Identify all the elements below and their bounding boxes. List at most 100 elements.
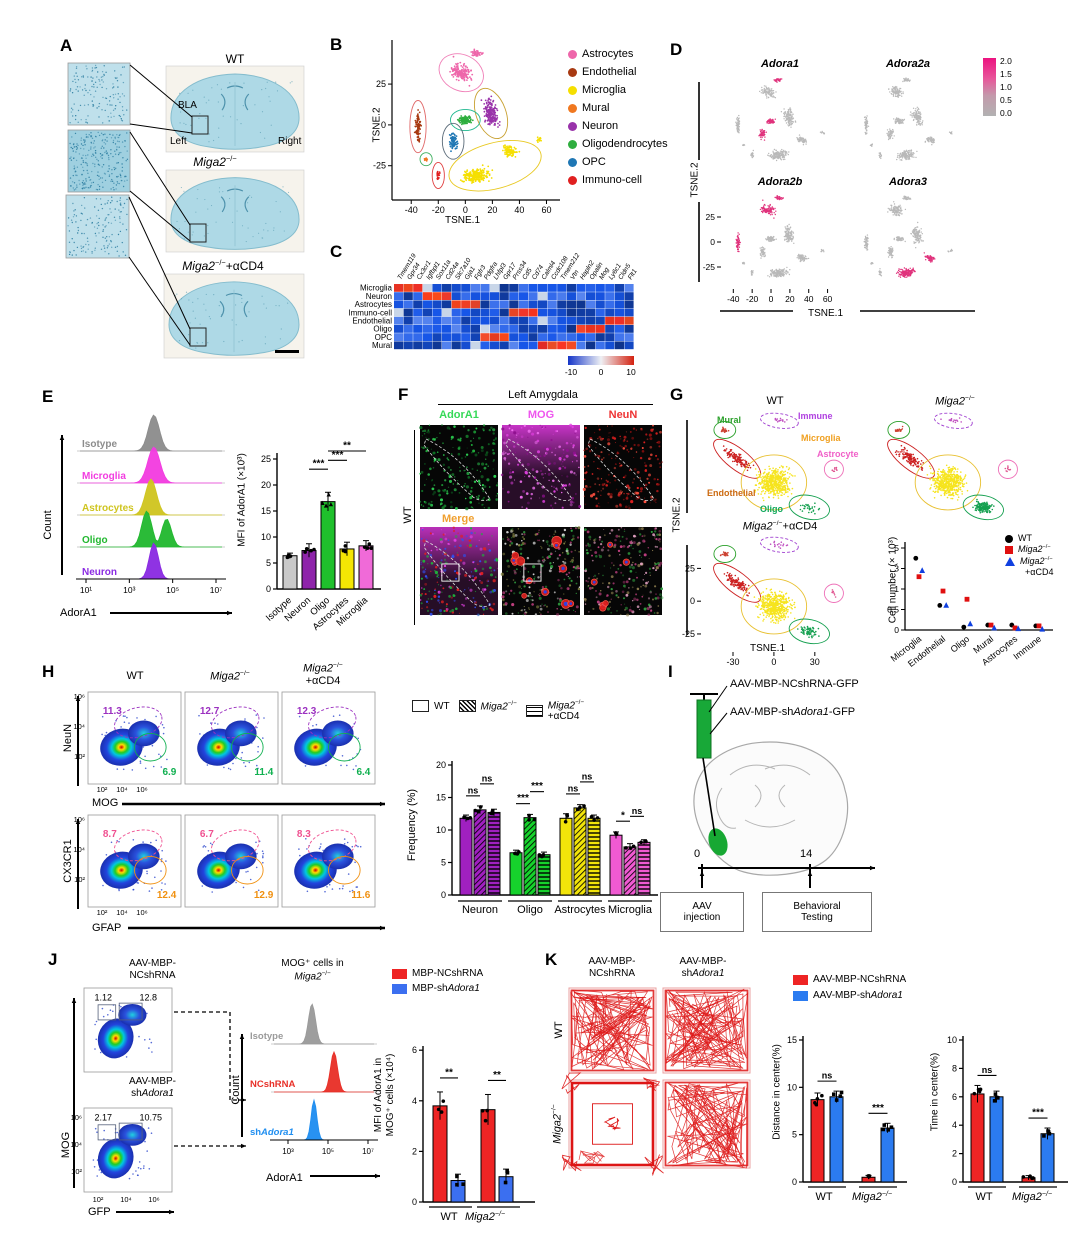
acd4-swatch [525,705,543,718]
if-image-merge-zoom2 [583,526,664,617]
f-side-wt: WT [402,506,414,524]
h-xlabel-gfap: GFAP [92,922,122,934]
if-image-neun [582,424,664,510]
panel-b: B 25 0 -25 -40 -20 0 20 40 60 TSNE.2 TSNE.1 Astr… [330,30,668,230]
h-col-wt: WT [126,670,144,682]
openfield-trace-ko-nc [561,1072,664,1176]
e-arrows [110,610,232,616]
svg-text:-25: -25 [703,262,716,272]
k-row-wt: WT [553,1021,565,1039]
flow-cx3cr1-gfap-acd4: 8.311.6 [281,814,376,908]
svg-text:Microglia: Microglia [360,284,393,293]
panel-c: C Microglia Neuron Astrocytes Immuno-cell En… [330,232,680,377]
legend-item: Microglia [568,84,668,96]
g-ann-1: Immune [798,411,833,421]
f-ch-neun: NeuN [608,409,638,421]
g-ann-0: Mural [717,415,742,425]
frequency-bar-chart: 05101520nsnsNeuron******OligonsnsAstrocy… [436,760,658,916]
svg-text:Isotype: Isotype [82,439,117,450]
flow-mog-gfp-shadora1: 2.17 10.75 [83,1107,173,1193]
d-title-adora3: Adora3 [889,176,927,188]
miga2-swatch [458,700,476,713]
openfield-trace-wt-nc [568,987,657,1074]
panel-g-label: G [670,385,684,404]
g-ann-4: Endothelial [707,488,756,498]
svg-text:40: 40 [514,205,524,215]
timeline-day0: 0 [694,848,701,860]
svg-text:***: *** [332,450,344,461]
k-sh-swatch [793,991,808,1001]
svg-text:-20: -20 [746,294,759,304]
legend-item: Neuron [568,120,668,132]
svg-text:10⁷: 10⁷ [210,585,223,595]
bla-label: BLA [178,100,197,111]
k-col1-title: AAV-MBP- NCshRNA [588,956,636,979]
g-ann-5: Oligo [760,504,783,514]
svg-text:25: 25 [261,454,271,464]
svg-text:10³: 10³ [123,585,135,595]
j-plot2-title: AAV-MBP-shAdora1 [128,1076,177,1099]
svg-text:10: 10 [626,367,636,377]
svg-text:10¹: 10¹ [80,585,92,595]
brain-title-miga2ko: Miga2−/− [193,154,237,169]
svg-text:Neuron: Neuron [82,567,117,578]
svg-text:0: 0 [463,205,468,215]
svg-text:Astrocytes: Astrocytes [82,503,134,514]
virus2-label: AAV-MBP-shAdora1-GFP [730,706,856,718]
adora-feature-plots: 25 0 -25 -40 -20 0 20 40 60 2.0 1.5 1.0 0.5 0.0 [698,56,1012,312]
miga2-marker [1005,545,1013,554]
svg-text:Endothelial: Endothelial [352,317,392,326]
b-xlabel: TSNE.1 [445,215,481,226]
flow-mog-gfp-ncshrna: 1.12 12.8 [83,987,173,1073]
svg-text:1.0: 1.0 [1000,82,1012,92]
k-chart0-ylabel: Distance in center(%) [771,1044,783,1140]
f-merge-label: Merge [442,513,475,525]
svg-text:-25: -25 [373,161,386,171]
g-ann-3: Astrocyte [817,449,859,459]
left-label: Left [170,136,187,147]
panel-g: G 25 0 -25 -30 0 30 5 3 1 0.5 0 Microglia Endothelia… [665,385,1080,669]
svg-text:60: 60 [541,205,551,215]
flow-neun-mog-ko: 12.711.4 [184,691,279,785]
flow-cx3cr1-gfap-ko: 6.712.9 [184,814,279,908]
g-title-ko-acd4: Miga2−/−+αCD4 [742,520,818,533]
legend-dot [568,85,577,95]
svg-text:Microglia: Microglia [82,471,126,482]
legend-item: OPC [568,156,668,168]
svg-text:-40: -40 [727,294,740,304]
svg-text:Flt1: Flt1 [627,268,639,281]
legend-dot [568,139,577,149]
panel-f-label: F [398,385,409,404]
svg-text:0.5: 0.5 [1000,95,1012,105]
legend-item: Oligodendrocytes [568,138,668,150]
h-xlabel-mog: MOG [92,797,119,809]
j-plot1-title: AAV-MBP- NCshRNA [128,958,177,981]
panel-i-label: I [668,662,673,681]
svg-text:20: 20 [487,205,497,215]
j-bar-legend: MBP-NCshRNA MBP-shAdora1 [392,966,483,996]
if-image-mog [500,423,582,510]
svg-text:2.0: 2.0 [1000,56,1012,66]
svg-text:Vtn: Vtn [569,269,580,281]
panel-a-label: A [60,36,73,55]
k-col2-title: AAV-MBP-shAdora1 [679,956,727,979]
svg-text:5: 5 [266,558,271,568]
g-ylabel: TSNE.2 [671,497,683,533]
svg-text:Neuron: Neuron [366,292,392,301]
h-bar-legend: WT Miga2−/− Miga2−/− +αCD4 [412,699,584,722]
if-image-adora1 [419,424,499,511]
f-title: Left Amygdala [508,389,578,401]
svg-text:Oligo: Oligo [82,535,108,546]
svg-text:0.0: 0.0 [1000,108,1012,118]
panel-h: H WT Miga2−/− Miga2−/− +αCD4 11.3 6.9 12.7… [40,660,665,950]
svg-text:25: 25 [376,79,386,89]
brain-sections-image [65,62,305,359]
marker-gene-heatmap: MicrogliaNeuronAstrocytesImmuno-cellEndo… [348,252,639,377]
svg-text:Oligo: Oligo [373,325,392,334]
